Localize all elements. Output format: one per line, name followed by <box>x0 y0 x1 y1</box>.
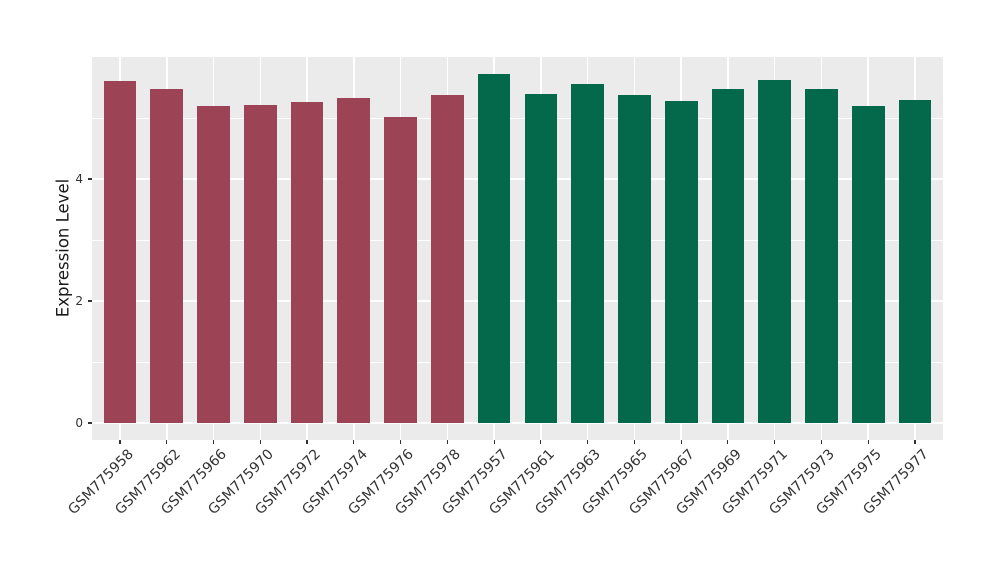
gridline-y-minor <box>92 239 943 241</box>
x-tick-mark <box>867 440 869 444</box>
bar-GSM775978 <box>430 94 464 423</box>
bar-GSM775958 <box>103 80 137 423</box>
bar-GSM775963 <box>571 83 604 423</box>
gridline-y-major <box>92 178 943 180</box>
bar-GSM775965 <box>618 95 651 423</box>
x-tick-mark <box>446 440 448 444</box>
bar-GSM775970 <box>243 104 277 423</box>
x-tick-mark <box>493 440 495 444</box>
gridline-y-major <box>92 422 943 424</box>
bar-GSM775962 <box>150 88 184 423</box>
bar-GSM775967 <box>664 100 698 423</box>
x-tick-mark <box>212 440 215 444</box>
x-tick-mark <box>400 440 402 444</box>
x-tick-mark <box>119 440 121 444</box>
bar-GSM775973 <box>805 88 838 423</box>
x-tick-mark <box>587 440 589 444</box>
y-tick-mark <box>88 422 92 424</box>
x-tick-mark <box>306 440 308 444</box>
x-tick-mark <box>540 440 542 444</box>
x-tick-mark <box>633 440 635 444</box>
bar-GSM775969 <box>711 88 745 423</box>
gridline-y-minor <box>92 361 943 363</box>
x-tick-mark <box>680 440 682 444</box>
y-tick-mark <box>88 300 92 302</box>
bar-GSM775974 <box>337 97 371 423</box>
bar-GSM775975 <box>851 105 885 423</box>
y-tick-label: 0 <box>75 415 83 430</box>
gridline-y-minor <box>92 117 943 119</box>
x-tick-mark <box>914 440 916 444</box>
bar-GSM775961 <box>524 94 558 423</box>
y-tick-mark <box>88 178 92 180</box>
x-tick-mark <box>166 440 168 444</box>
x-tick-mark <box>259 440 261 444</box>
x-tick-mark <box>774 440 776 444</box>
y-tick-label: 4 <box>75 171 83 186</box>
bar-GSM775972 <box>290 101 324 423</box>
x-tick-mark <box>353 440 355 444</box>
bar-GSM775971 <box>758 79 792 423</box>
x-tick-mark <box>820 440 823 444</box>
bar-GSM775977 <box>898 100 932 423</box>
plot-panel <box>92 57 943 440</box>
bar-GSM775957 <box>477 74 511 423</box>
y-tick-label: 2 <box>75 293 83 308</box>
bar-GSM775966 <box>197 105 230 423</box>
x-tick-mark <box>727 440 729 444</box>
bar-GSM775976 <box>384 117 417 423</box>
gridline-y-major <box>92 300 943 302</box>
